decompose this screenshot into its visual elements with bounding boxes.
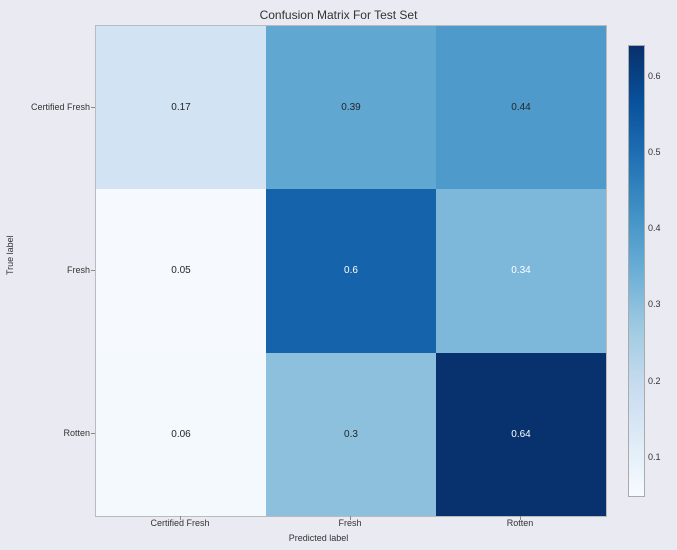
heatmap-cell: 0.39 (266, 26, 436, 189)
heatmap-cell: 0.6 (266, 189, 436, 352)
heatmap-plot-area: 0.170.390.44 0.050.60.34 0.060.30.64 (95, 25, 607, 517)
y-tick-mark (91, 270, 95, 271)
x-tick-mark (180, 516, 181, 520)
colorbar-tick-label: 0.1 (648, 452, 661, 462)
heatmap-grid: 0.170.390.44 0.050.60.34 0.060.30.64 (96, 26, 606, 516)
y-tick-mark (91, 433, 95, 434)
colorbar-tick-label: 0.5 (648, 147, 661, 157)
heatmap-cell: 0.34 (436, 189, 606, 352)
heatmap-cell: 0.44 (436, 26, 606, 189)
colorbar (628, 45, 645, 497)
heatmap-cell: 0.06 (96, 353, 266, 516)
y-tick-label: Fresh (10, 265, 90, 275)
x-tick-mark (350, 516, 351, 520)
heatmap-cell: 0.05 (96, 189, 266, 352)
x-axis-label: Predicted label (0, 533, 657, 543)
heatmap-cell: 0.3 (266, 353, 436, 516)
x-tick-mark (520, 516, 521, 520)
heatmap-cell: 0.64 (436, 353, 606, 516)
y-tick-label: Rotten (10, 428, 90, 438)
chart-title: Confusion Matrix For Test Set (0, 8, 677, 22)
colorbar-tick-label: 0.2 (648, 376, 661, 386)
heatmap-cell: 0.17 (96, 26, 266, 189)
y-tick-mark (91, 107, 95, 108)
colorbar-tick-label: 0.6 (648, 71, 661, 81)
y-tick-label: Certified Fresh (10, 102, 90, 112)
colorbar-tick-label: 0.4 (648, 223, 661, 233)
colorbar-tick-label: 0.3 (648, 299, 661, 309)
